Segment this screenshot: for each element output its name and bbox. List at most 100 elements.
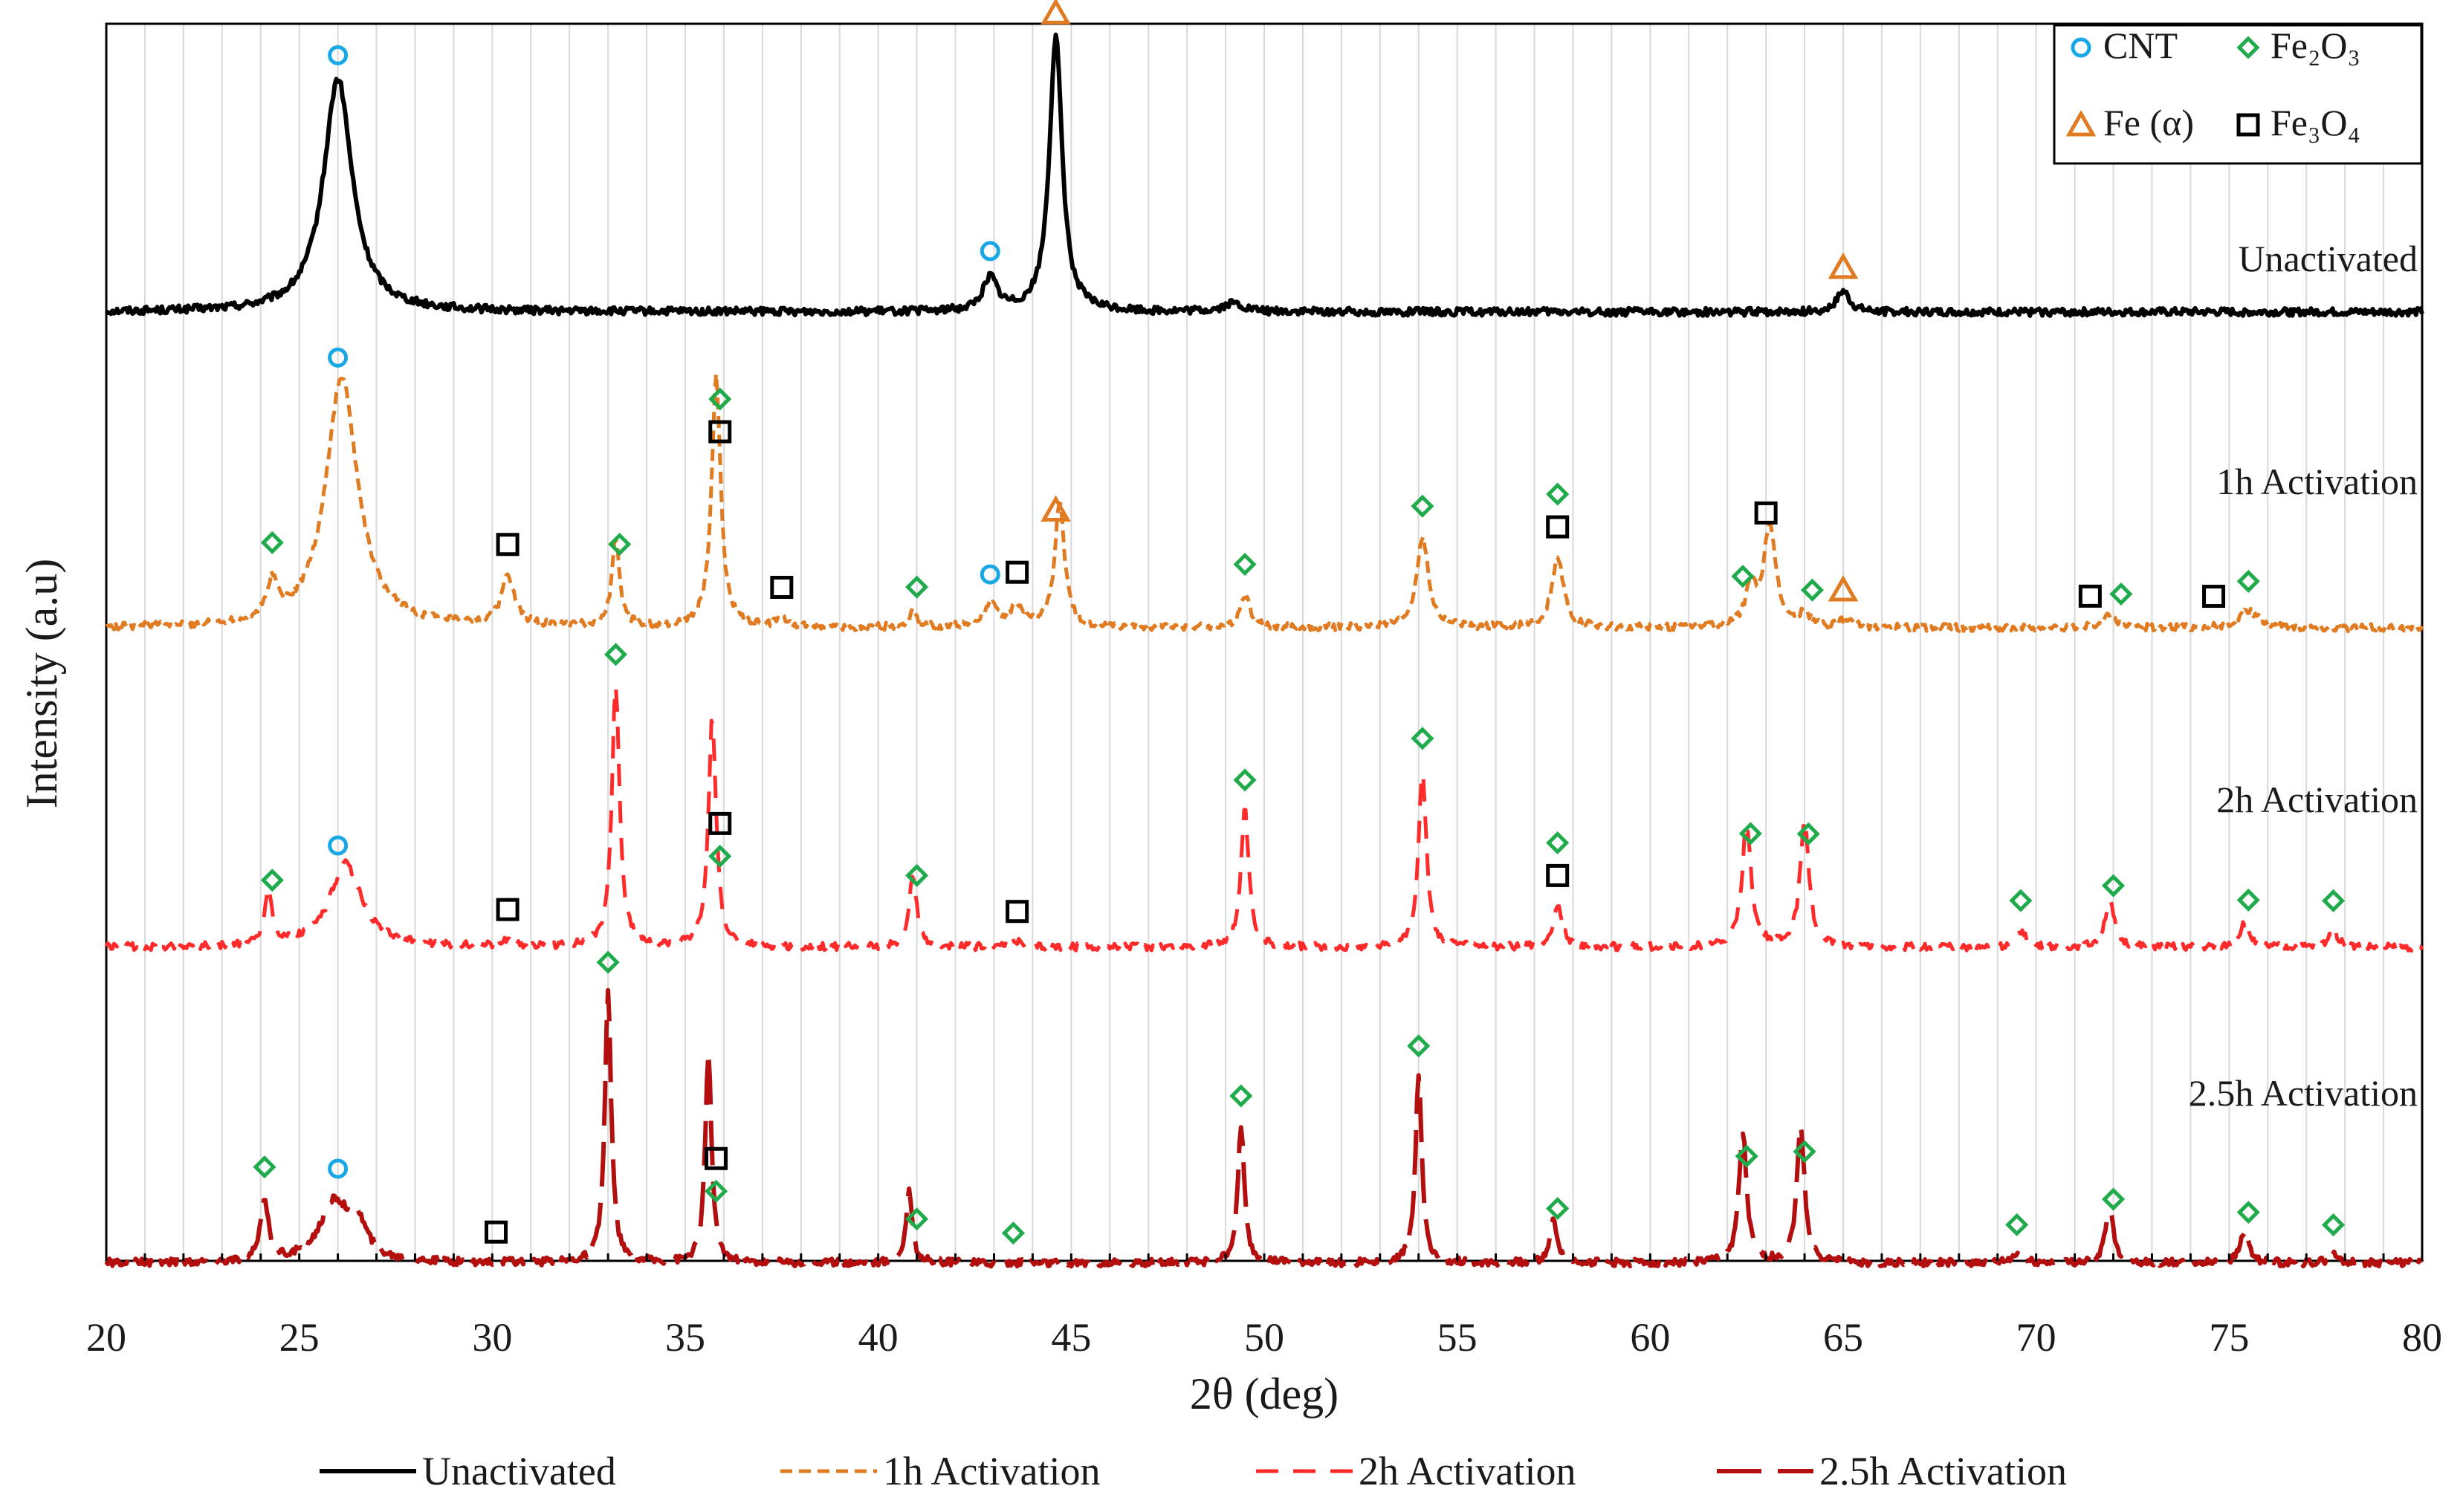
phase-marker-diamond xyxy=(705,1179,728,1203)
phase-marker-diamond xyxy=(1735,1144,1758,1168)
phase-marker-diamond xyxy=(2322,889,2346,912)
series-legend: Unactivated 1h Activation 2h Activation 2.5… xyxy=(320,1449,2067,1493)
phase-marker-diamond xyxy=(596,950,620,974)
x-tick-label: 35 xyxy=(665,1315,705,1360)
phase-marker-diamond xyxy=(1546,482,1570,506)
series-line-1 xyxy=(104,32,2424,318)
phase-legend: CNT Fe₂O₃ Fe (α) Fe₃O₄ xyxy=(2053,24,2423,165)
phase-marker-diamond xyxy=(2236,1201,2260,1224)
phase-marker-square xyxy=(1006,900,1029,924)
phase-marker-square xyxy=(496,533,520,557)
x-axis-ticks xyxy=(105,1253,2424,1261)
x-tick-label: 50 xyxy=(1244,1315,1284,1360)
phase-marker-diamond xyxy=(608,532,632,557)
phase-marker-diamond xyxy=(1738,822,1762,846)
legend-series-label: 2.5h Activation xyxy=(1819,1449,2067,1493)
phase-marker-diamond xyxy=(905,863,929,887)
phase-marker-diamond xyxy=(2005,1213,2029,1236)
phase-marker-diamond xyxy=(1001,1221,1025,1245)
legend-series-label: Unactivated xyxy=(422,1449,616,1493)
phase-marker-diamond xyxy=(1546,1196,1570,1221)
legend-label: Fe₃O₄ xyxy=(2271,102,2360,143)
y-axis-label: Intensity (a.u) xyxy=(17,559,66,809)
phase-marker-diamond xyxy=(260,531,284,554)
x-tick-label: 45 xyxy=(1051,1315,1091,1360)
phase-marker-circle xyxy=(328,347,349,368)
phase-marker-circle xyxy=(980,241,1000,262)
phase-marker-diamond xyxy=(2109,582,2133,606)
phase-marker-circle xyxy=(328,45,349,65)
series-line-4 xyxy=(104,987,2424,1269)
series-line-2 xyxy=(105,371,2424,634)
x-tick-label: 70 xyxy=(2016,1315,2056,1360)
series-line-3 xyxy=(104,684,2424,953)
phase-marker-circle xyxy=(980,564,1000,585)
phase-marker-diamond xyxy=(1796,822,1820,846)
phase-marker-triangle xyxy=(1828,252,1859,279)
phase-marker-square xyxy=(708,811,732,835)
phase-marker-diamond xyxy=(1233,768,1257,792)
phase-marker-diamond xyxy=(1407,1034,1431,1058)
phase-marker-diamond xyxy=(1233,552,1257,577)
series-layer xyxy=(104,32,2424,1269)
x-axis-label: 2θ (deg) xyxy=(1190,1369,1339,1418)
legend-series-label: 2h Activation xyxy=(1359,1449,1576,1493)
phase-marker-diamond xyxy=(1731,565,1755,588)
curve-label: 2.5h Activation xyxy=(2189,1072,2418,1114)
phase-marker-diamond xyxy=(1411,494,1434,518)
x-tick-label: 30 xyxy=(472,1315,512,1360)
curve-label: Unactivated xyxy=(2238,238,2418,279)
phase-marker-diamond xyxy=(1793,1140,1816,1164)
phase-marker-diamond xyxy=(2322,1213,2346,1237)
phase-marker-square xyxy=(1546,515,1570,539)
phase-marker-diamond xyxy=(708,387,732,411)
phase-marker-triangle xyxy=(1828,575,1859,602)
curve-label-layer: Unactivated 1h Activation 2h Activation 2.5… xyxy=(2189,238,2418,1114)
phase-marker-circle xyxy=(328,835,349,856)
phase-marker-diamond xyxy=(253,1155,276,1179)
x-tick-label: 75 xyxy=(2209,1315,2249,1360)
x-tick-label: 55 xyxy=(1437,1315,1478,1360)
phase-marker-square xyxy=(485,1220,508,1244)
phase-marker-square xyxy=(1546,863,1570,887)
plot-gridlines xyxy=(143,24,2385,1261)
legend-symbol-square xyxy=(2236,113,2260,137)
phase-marker-diamond xyxy=(1546,831,1570,854)
x-tick-label: 40 xyxy=(858,1315,899,1360)
phase-marker-square xyxy=(705,1146,728,1170)
phase-marker-diamond xyxy=(260,869,284,892)
x-tick-label: 65 xyxy=(1823,1315,1863,1360)
phase-marker-diamond xyxy=(1411,727,1434,750)
phase-marker-square xyxy=(770,576,794,600)
legend-label: Fe (α) xyxy=(2103,102,2194,143)
phase-marker-diamond xyxy=(2009,889,2033,912)
curve-label: 2h Activation xyxy=(2216,779,2418,820)
phase-marker-triangle xyxy=(1040,495,1071,522)
legend-label: CNT xyxy=(2103,25,2178,66)
phase-marker-square xyxy=(1754,501,1778,525)
phase-marker-diamond xyxy=(1800,578,1824,602)
phase-marker-square xyxy=(2202,585,2226,609)
phase-marker-diamond xyxy=(2101,1187,2126,1211)
phase-marker-diamond xyxy=(905,575,929,599)
legend-symbol-triangle xyxy=(2065,109,2097,137)
phase-marker-square xyxy=(708,420,732,444)
legend-label: Fe₂O₃ xyxy=(2271,25,2360,66)
x-tick-label: 25 xyxy=(279,1315,320,1360)
phase-marker-square xyxy=(2078,584,2102,608)
legend-series-label: 1h Activation xyxy=(883,1449,1100,1493)
phase-marker-diamond xyxy=(1229,1084,1253,1108)
phase-marker-square xyxy=(496,898,520,921)
phase-marker-diamond xyxy=(603,643,628,666)
x-tick-label: 80 xyxy=(2402,1315,2442,1360)
x-tick-label: 60 xyxy=(1630,1315,1670,1360)
x-tick-label: 20 xyxy=(86,1315,126,1360)
legend-symbol-diamond xyxy=(2236,36,2260,59)
phase-marker-diamond xyxy=(2236,569,2260,593)
phase-marker-layer xyxy=(253,0,2346,1245)
curve-label: 1h Activation xyxy=(2216,461,2418,502)
phase-marker-triangle xyxy=(1040,0,1071,25)
phase-marker-diamond xyxy=(708,844,732,868)
phase-marker-diamond xyxy=(2101,874,2126,898)
